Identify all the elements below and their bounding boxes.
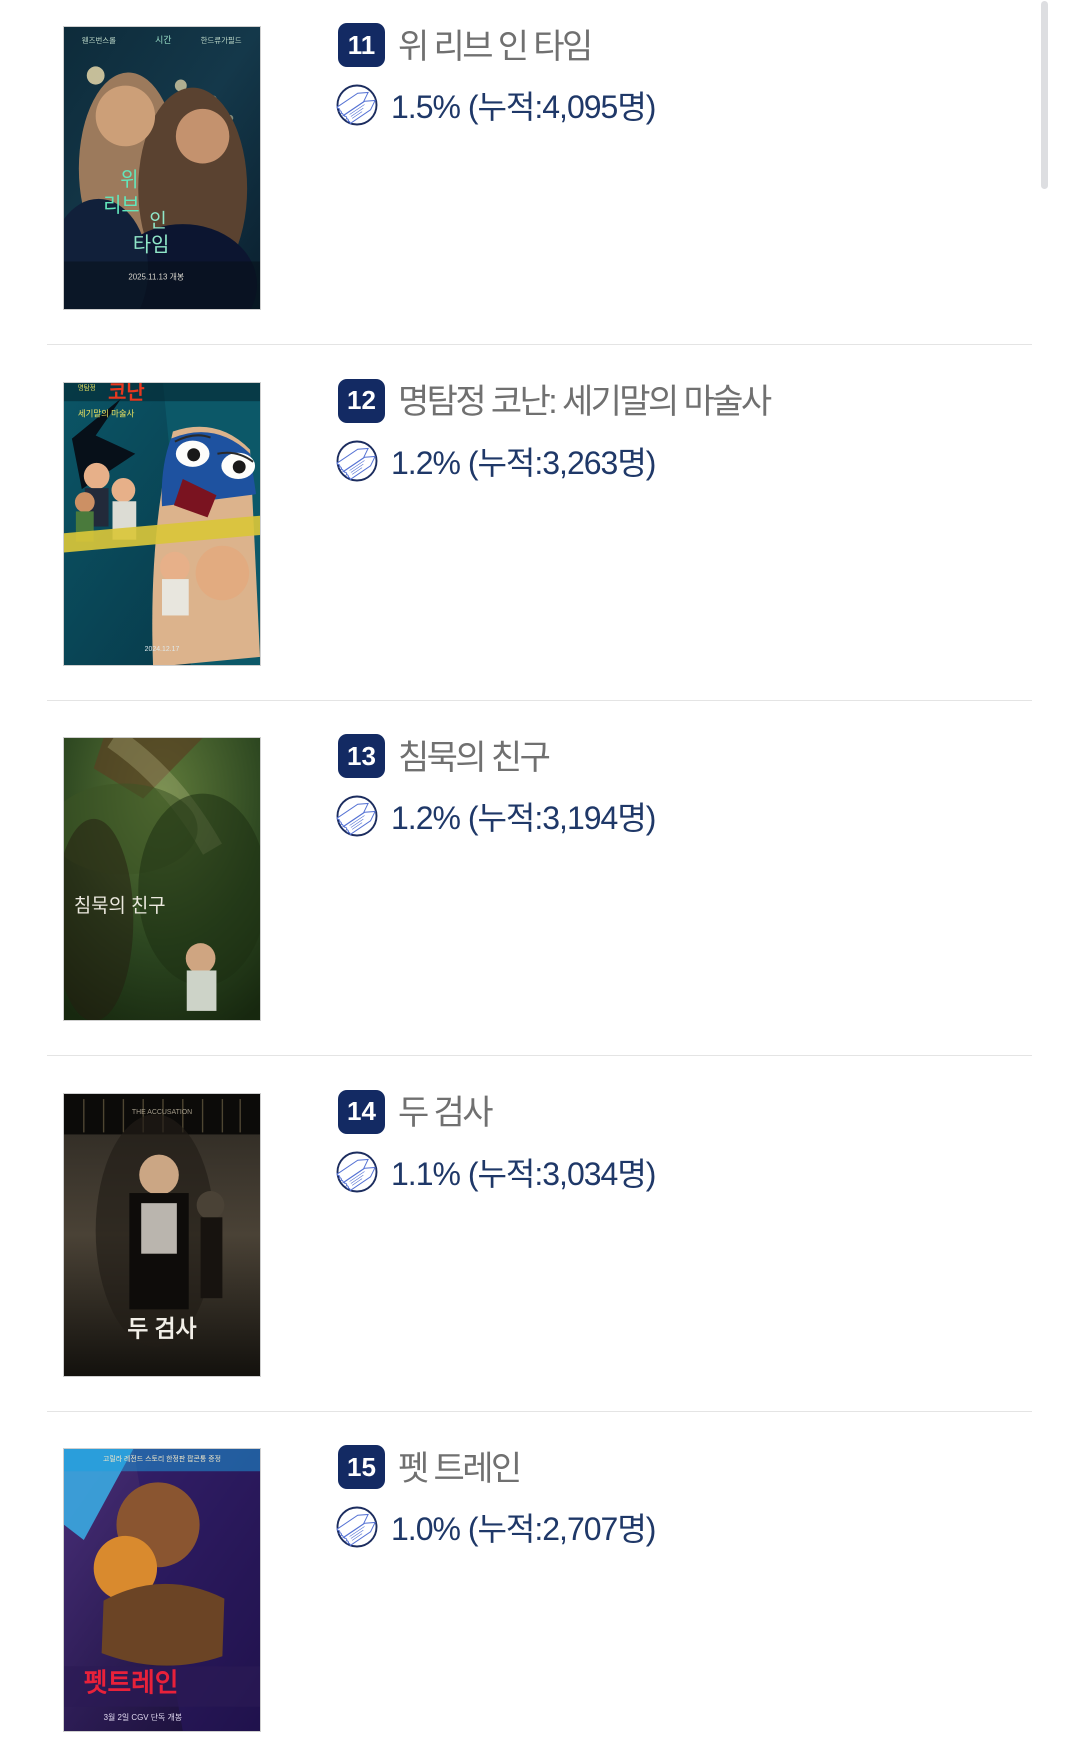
svg-text:명탐정: 명탐정 xyxy=(78,383,96,392)
svg-text:펫트레인: 펫트레인 xyxy=(84,1667,179,1697)
svg-text:세기말의 마술사: 세기말의 마술사 xyxy=(78,408,135,418)
svg-text:웬즈번스롤: 웬즈번스롤 xyxy=(82,36,116,45)
svg-text:두 검사: 두 검사 xyxy=(127,1315,196,1341)
svg-text:침묵의 친구: 침묵의 친구 xyxy=(74,895,166,917)
svg-text:2024.12.17: 2024.12.17 xyxy=(145,645,180,652)
svg-text:리브: 리브 xyxy=(103,194,139,217)
svg-text:코난: 코난 xyxy=(108,383,145,404)
svg-text:한드류가필드: 한드류가필드 xyxy=(201,35,242,45)
svg-text:시간: 시간 xyxy=(155,35,171,45)
svg-text:타임: 타임 xyxy=(133,233,169,256)
svg-text:고릴라 레전드 스토리 한정판 팝콘통 증정: 고릴라 레전드 스토리 한정판 팝콘통 증정 xyxy=(103,1454,221,1463)
svg-text:3월 2일 CGV 단독 개봉: 3월 2일 CGV 단독 개봉 xyxy=(104,1712,182,1722)
svg-text:인: 인 xyxy=(149,210,166,232)
svg-text:2025.11.13 개봉: 2025.11.13 개봉 xyxy=(128,272,184,282)
svg-text:위: 위 xyxy=(120,169,138,192)
svg-text:THE ACCUSATION: THE ACCUSATION xyxy=(132,1109,192,1116)
